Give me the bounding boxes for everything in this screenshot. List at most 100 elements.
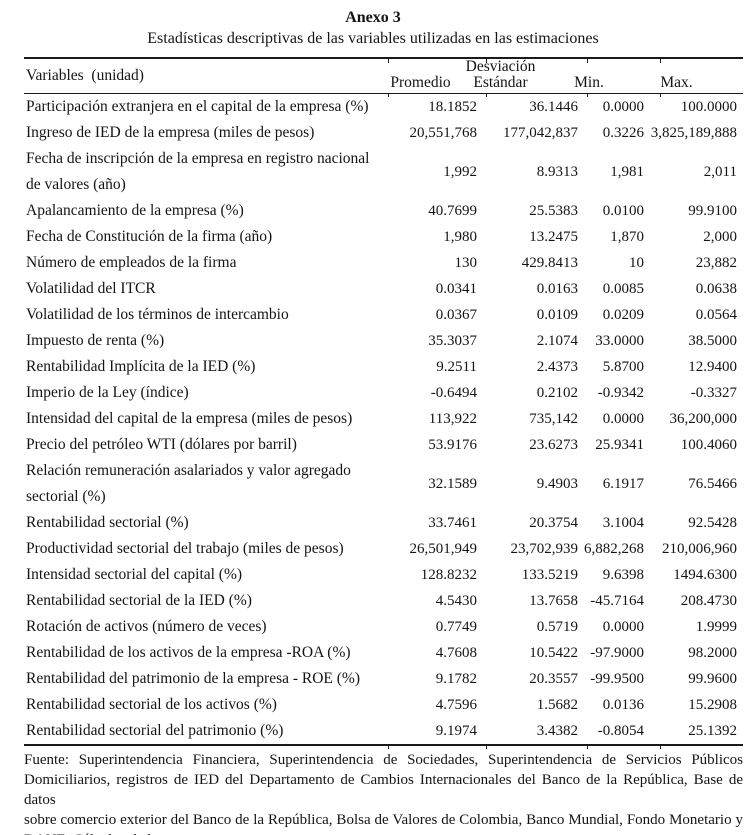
desviacion-cell: 36.1446 [529,99,578,115]
promedio-cell: 9.1974 [435,723,477,739]
max-cell: 0.0564 [695,307,737,323]
table-row: Productividad sectorial del trabajo (mil… [24,536,743,562]
variable-cell: Número de empleados de la firma [26,254,237,271]
table-row: Intensidad sectorial del capital (%) 128.… [24,562,743,588]
promedio-cell: 33.7461 [428,515,477,531]
max-cell: 23,882 [695,255,737,271]
table-row: Apalancamiento de la empresa (%) 40.7699 2… [24,198,743,224]
header-desviacion-estandar: Desviación Estándar [465,58,536,91]
promedio-cell: 26,501,949 [409,541,478,557]
min-cell: -45.7164 [590,593,644,609]
desviacion-cell: 20.3557 [529,671,578,687]
desviacion-cell: 0.2102 [536,385,578,401]
table-row: Volatilidad del ITCR 0.0341 0.0163 0.0085 0.… [24,276,743,302]
max-cell: 99.9600 [688,671,737,687]
min-cell: -97.9000 [590,645,644,661]
min-cell: 1,981 [610,164,644,180]
max-cell: 36,200,000 [669,411,738,427]
min-cell: 6.1917 [602,476,644,492]
max-cell: 25.1392 [688,723,737,739]
variable-cell: Intensidad sectorial del capital (%) [26,566,243,583]
min-cell: -0.9342 [597,385,644,401]
promedio-cell: 113,922 [428,411,477,427]
max-cell: 2,000 [703,229,737,245]
promedio-cell: 130 [454,255,478,271]
max-cell: 15.2908 [688,697,737,713]
promedio-cell: 1,992 [443,164,477,180]
variable-cell: Precio del petróleo WTI (dólares por bar… [26,436,297,453]
desviacion-cell: 177,042,837 [503,125,578,141]
promedio-cell: 0.0341 [435,281,477,297]
column-tick [587,59,588,63]
variable-cell: Rotación de activos (número de veces) [26,618,267,635]
table-row: Rentabilidad de los activos de la empres… [24,640,743,666]
promedio-cell: 128.8232 [420,567,477,583]
desviacion-cell: 23.6273 [529,437,578,453]
variable-cell: Intensidad del capital de la empresa (mi… [26,410,353,427]
variable-cell: Productividad sectorial del trabajo (mil… [26,540,344,557]
table-row: Fecha de inscripción de la empresa en re… [24,146,743,198]
promedio-cell: 20,551,768 [409,125,478,141]
table-row: Imperio de la Ley (índice) -0.6494 0.2102 -… [24,380,743,406]
desviacion-cell: 9.4903 [536,476,578,492]
promedio-cell: 9.1782 [435,671,477,687]
table-row: Impuesto de renta (%) 35.3037 2.1074 33.000… [24,328,743,354]
min-cell: 9.6398 [602,567,644,583]
max-cell: 208.4730 [680,593,737,609]
promedio-cell: 35.3037 [428,333,477,349]
variable-cell: Rentabilidad sectorial del patrimonio (%… [26,722,284,739]
variable-cell: Rentabilidad sectorial de los activos (%… [26,696,277,713]
max-cell: 99.9100 [688,203,737,219]
header-row: Variables (unidad) Promedio Desviación Es… [24,58,743,94]
min-cell: -0.8054 [597,723,644,739]
variable-cell: Rentabilidad Implícita de la IED (%) [26,358,256,375]
table-header: Variables (unidad) Promedio Desviación Es… [24,58,743,94]
promedio-cell: 9.2511 [436,359,477,375]
page-subtitle: Estadísticas descriptivas de las variabl… [147,30,599,47]
variable-cell: Rentabilidad sectorial de la IED (%) [26,592,252,609]
desviacion-cell: 0.0163 [536,281,578,297]
max-cell: 98.2000 [688,645,737,661]
title-block: Anexo 3 Estadísticas descriptivas de las… [0,0,746,50]
column-tick [587,745,588,749]
variable-cell: Rentabilidad del patrimonio de la empres… [26,670,361,687]
min-cell: 5.8700 [602,359,644,375]
column-tick [486,59,487,63]
variable-cell: Apalancamiento de la empresa (%) [26,202,244,219]
min-cell: 25.9341 [595,437,644,453]
min-cell: 10 [629,255,644,271]
min-cell: 0.0000 [602,411,644,427]
variable-cell: Impuesto de renta (%) [26,332,165,349]
table-row: Rentabilidad del patrimonio de la empres… [24,666,743,692]
promedio-cell: 4.7608 [435,645,477,661]
column-tick [660,93,661,97]
max-cell: 76.5466 [688,476,737,492]
variable-cell: Rentabilidad de los activos de la empres… [26,644,351,661]
table-row: Intensidad del capital de la empresa (mi… [24,406,743,432]
desviacion-cell: 20.3754 [529,515,578,531]
page-title: Anexo 3 [345,9,401,26]
column-tick [486,745,487,749]
desviacion-cell: 10.5422 [529,645,578,661]
variable-cell: Volatilidad del ITCR [26,280,156,297]
max-cell: 1.9999 [695,619,737,635]
table-row: Fecha de Constitución de la firma (año) 1… [24,224,743,250]
desviacion-cell: 1.5682 [536,697,578,713]
table-row: Precio del petróleo WTI (dólares por bar… [24,432,743,458]
column-tick [660,59,661,63]
max-cell: 1494.6300 [673,567,737,583]
table-row: Volatilidad de los términos de intercamb… [24,302,743,328]
variable-cell: Ingreso de IED de la empresa (miles de p… [26,124,315,141]
promedio-cell: 18.1852 [428,99,477,115]
promedio-cell: 4.7596 [435,697,477,713]
promedio-cell: 1,980 [443,229,477,245]
table-row: Rentabilidad sectorial (%) 33.7461 20.3754… [24,510,743,536]
column-tick [388,59,389,63]
desviacion-cell: 3.4382 [536,723,578,739]
min-cell: 0.0000 [602,99,644,115]
source-line: sobre comercio exterior del Banco de la … [24,812,743,828]
column-tick [388,745,389,749]
desviacion-cell: 2.4373 [536,359,578,375]
column-tick [486,93,487,97]
